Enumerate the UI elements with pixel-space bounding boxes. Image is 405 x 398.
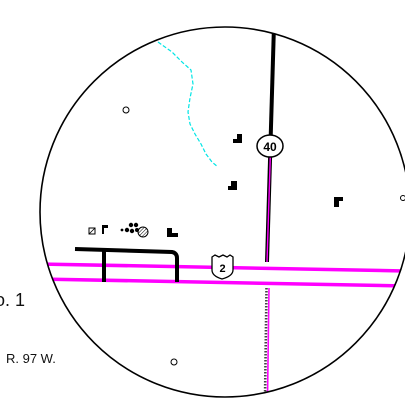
map-lens-content: 40 2 <box>40 27 405 397</box>
route-40-magenta-core <box>266 149 272 263</box>
building-icon <box>233 134 242 143</box>
square-marker-icon <box>88 227 96 235</box>
circle-marker-icon <box>400 195 405 201</box>
us-2-shield: 2 <box>211 254 234 280</box>
route-40-lower-rail <box>263 287 268 397</box>
tank-cluster-icon <box>120 222 139 234</box>
route-40-lower-magenta <box>266 287 270 397</box>
circle-marker-icon <box>170 358 178 366</box>
circle-marker-icon <box>122 106 130 114</box>
route-40-label: 40 <box>263 140 277 154</box>
route-40-shield: 40 <box>256 134 284 158</box>
building-icon <box>334 197 343 207</box>
hatched-circle-icon <box>137 226 149 238</box>
map-lens-frame <box>39 26 405 398</box>
road-loop <box>74 247 179 282</box>
number-fragment-label: o. 1 <box>0 290 25 310</box>
stream-line <box>157 41 219 168</box>
flag-icon <box>102 225 108 234</box>
building-icon <box>167 228 178 237</box>
highway-us2-lower <box>40 277 405 288</box>
range-label: R. 97 W. <box>6 351 56 366</box>
us-2-label: 2 <box>219 263 225 275</box>
building-icon <box>228 181 237 190</box>
